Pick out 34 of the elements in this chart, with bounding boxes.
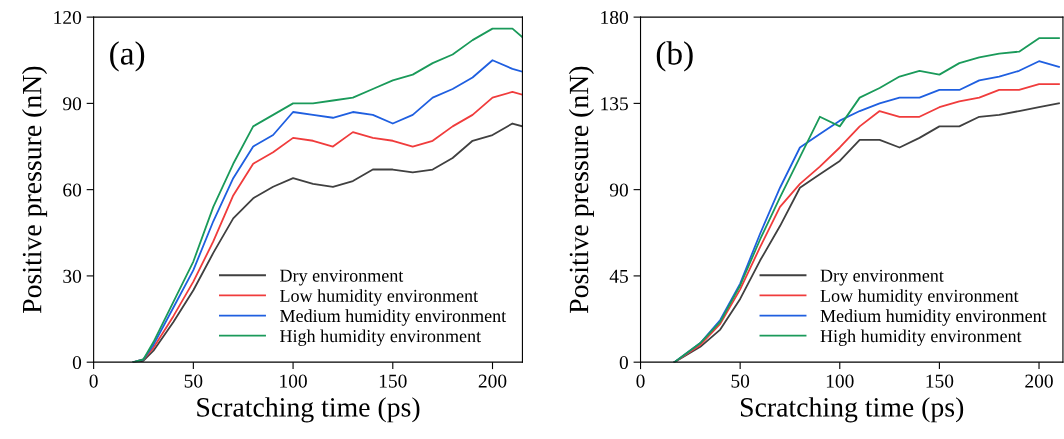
legend-label: Dry environment <box>280 269 404 286</box>
y-tick-label: 60 <box>63 183 82 197</box>
y-tick-label: 0 <box>72 355 82 370</box>
x-tick-label: 50 <box>731 374 750 388</box>
y-axis-title: Positive pressure (nN) <box>568 66 594 314</box>
y-tick-label: 30 <box>63 269 82 283</box>
legend-label: Low humidity environment <box>820 289 1019 306</box>
x-tick-label: 100 <box>280 374 307 388</box>
legend-label: Medium humidity environment <box>280 309 507 326</box>
y-tick-label: 135 <box>601 97 628 111</box>
legend-label: Dry environment <box>820 269 944 286</box>
x-tick-label: 50 <box>184 374 203 388</box>
legend-label: High humidity environment <box>280 329 481 346</box>
y-tick-label: 180 <box>601 10 628 25</box>
legend-label: High humidity environment <box>820 329 1022 346</box>
x-axis-title: Scratching time (ps) <box>197 397 420 423</box>
legend-label: Low humidity environment <box>280 289 478 306</box>
y-tick-label: 90 <box>609 183 628 197</box>
x-tick-label: 200 <box>1025 374 1053 388</box>
x-tick-label: 150 <box>379 374 407 388</box>
x-tick-label: 150 <box>926 374 954 388</box>
x-tick-label: 0 <box>636 374 645 388</box>
annotation: (b) <box>656 41 693 72</box>
x-tick-label: 200 <box>478 374 507 388</box>
x-axis-title: Scratching time (ps) <box>740 397 964 423</box>
y-tick-label: 90 <box>63 97 82 111</box>
y-tick-label: 45 <box>609 269 628 283</box>
y-tick-label: 0 <box>619 355 628 370</box>
annotation: (a) <box>110 41 145 72</box>
x-tick-label: 0 <box>89 374 98 388</box>
legend-label: Medium humidity environment <box>820 309 1047 326</box>
y-tick-label: 120 <box>54 10 82 25</box>
x-tick-label: 100 <box>826 374 854 388</box>
y-axis-title: Positive pressure (nN) <box>21 66 48 314</box>
